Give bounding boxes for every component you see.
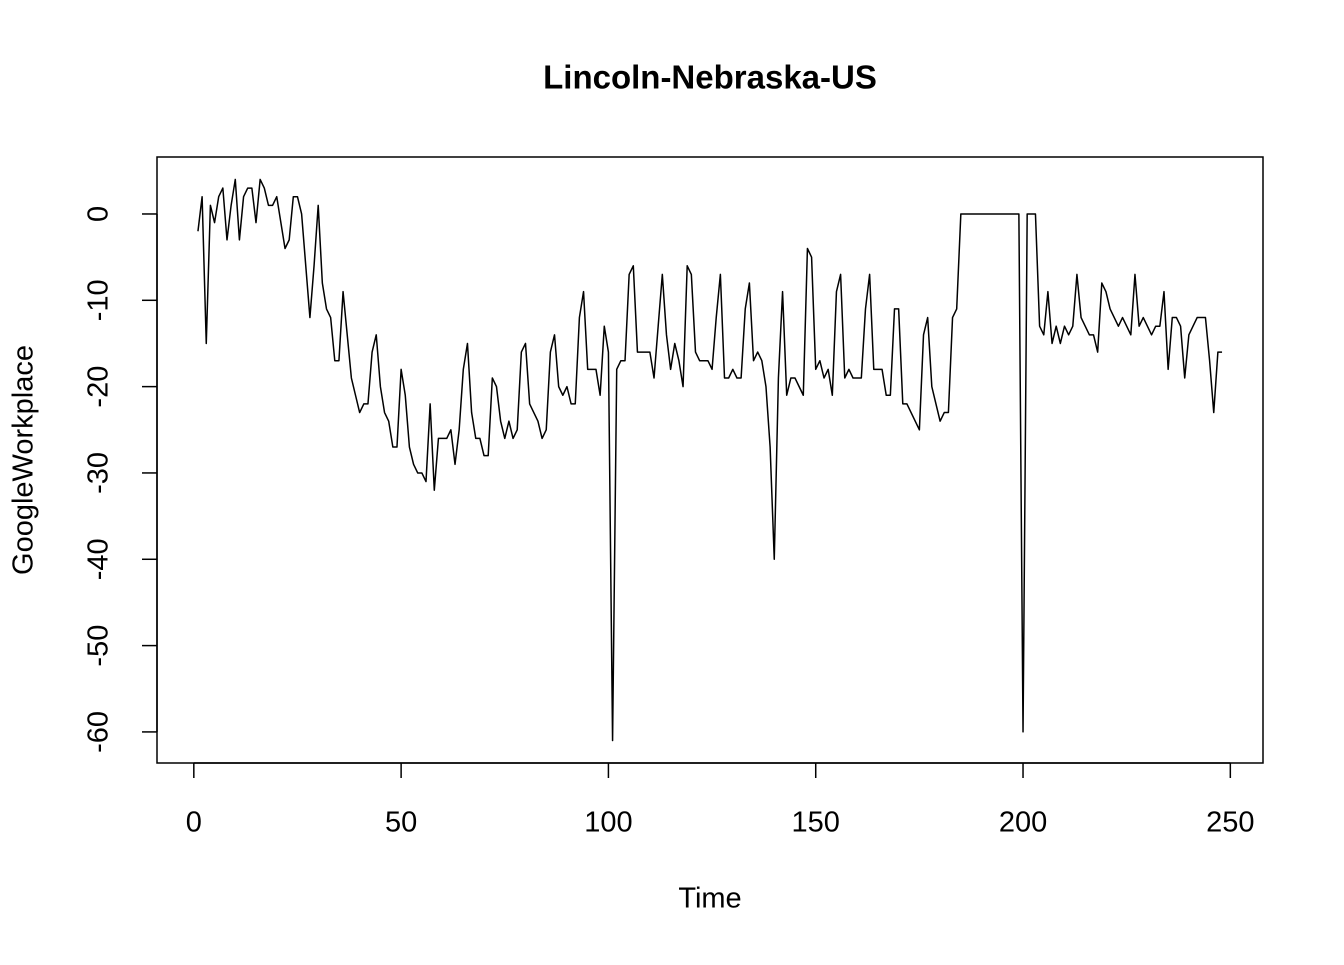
- x-tick-label: 250: [1206, 807, 1254, 839]
- y-tick-label: -50: [83, 625, 115, 667]
- y-tick-label: 0: [83, 206, 115, 222]
- y-tick-label: -40: [83, 538, 115, 580]
- x-tick-label: 200: [999, 807, 1047, 839]
- x-tick-label: 50: [385, 807, 417, 839]
- x-axis-label: Time: [678, 883, 741, 915]
- y-tick-label: -60: [83, 711, 115, 753]
- x-tick-label: 100: [584, 807, 632, 839]
- series-line: [197, 178, 1223, 742]
- y-tick-label: -20: [83, 366, 115, 408]
- x-tick-label: 0: [186, 807, 202, 839]
- y-axis-label: GoogleWorkplace: [8, 345, 40, 575]
- chart-title: Lincoln-Nebraska-US: [543, 59, 877, 96]
- y-tick-label: -10: [83, 279, 115, 321]
- x-tick-label: 150: [792, 807, 840, 839]
- y-tick-label: -30: [83, 452, 115, 494]
